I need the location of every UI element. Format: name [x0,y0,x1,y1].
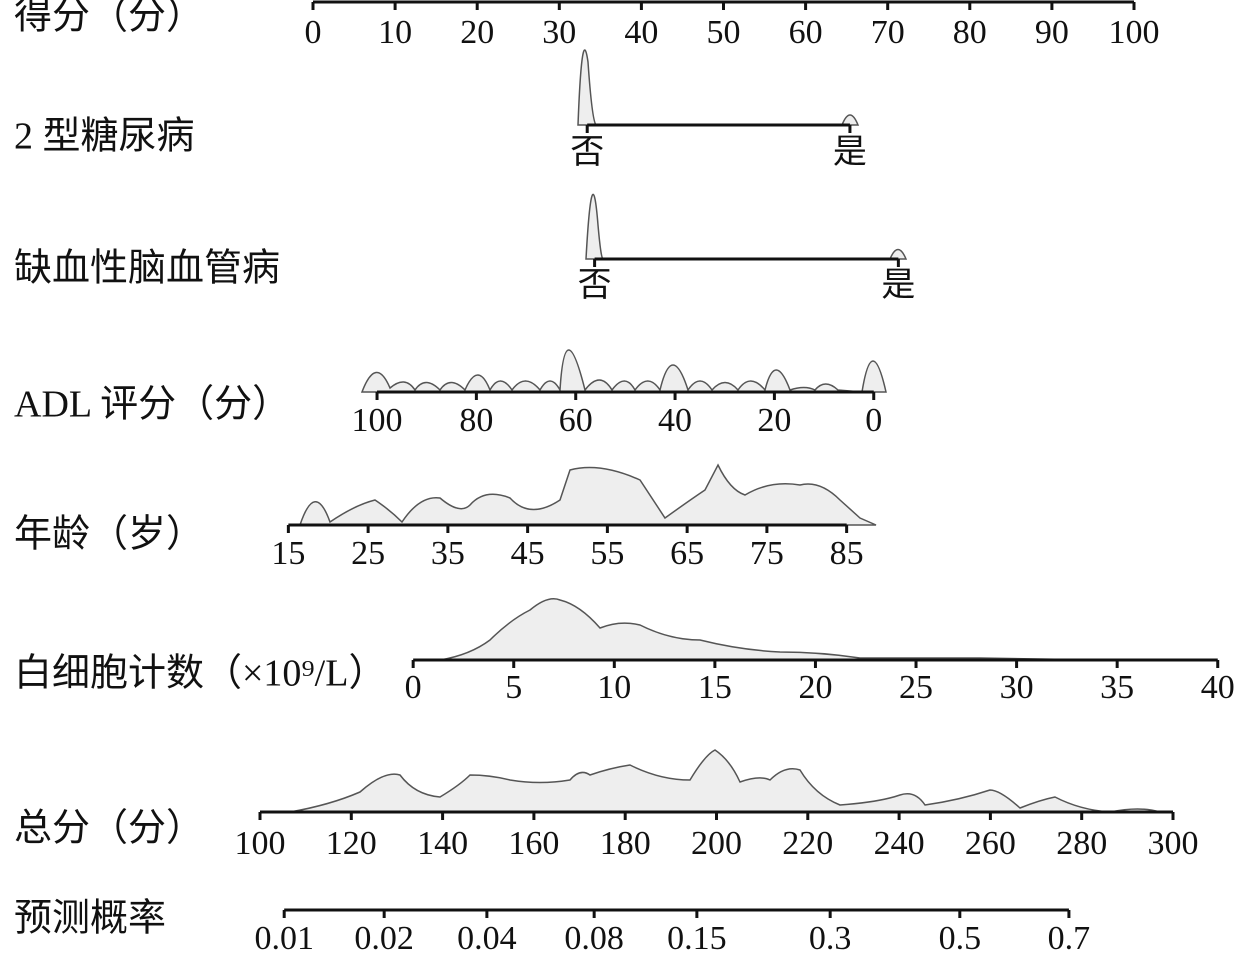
tick-label: 15 [698,669,732,706]
tick-label: 45 [511,535,545,572]
row-label: ADL 评分（分） [14,384,290,426]
row-label: 白细胞计数（×10⁹/L） [14,653,386,695]
density [298,463,877,526]
tick-label: 25 [899,669,933,706]
tick-label: 50 [707,14,741,51]
densities [289,49,1161,813]
tick-label: 0.5 [939,920,982,957]
tick-label: 35 [1100,669,1134,706]
density [577,49,598,126]
row-label: 总分（分） [14,808,204,850]
row-label: 2 型糖尿病 [14,116,195,158]
tick-label: 0 [865,402,882,439]
tick-label: 140 [417,825,468,862]
density [360,349,887,393]
tick-label: 40 [1201,669,1235,706]
tick-label: 100 [352,402,403,439]
tick-label: 240 [874,825,925,862]
tick-label: 100 [235,825,286,862]
tick-label: 0.15 [667,920,727,957]
tick-label: 15 [271,535,305,572]
tick-label: 30 [542,14,576,51]
row-label: 缺血性脑血管病 [14,248,280,290]
tick-label: 90 [1035,14,1069,51]
tick-label: 0.08 [564,920,624,957]
tick-label: 180 [600,825,651,862]
tick-label: 200 [691,825,742,862]
tick-label: 20 [798,669,832,706]
tick-label: 0 [405,669,422,706]
tick-label: 80 [953,14,987,51]
tick-label: 60 [789,14,823,51]
tick-label: 20 [757,402,791,439]
tick-label: 20 [460,14,494,51]
density [585,193,604,260]
tick-label: 55 [590,535,624,572]
tick-label: 25 [351,535,385,572]
density [439,598,1150,661]
tick-label: 35 [431,535,465,572]
tick-label: 0.3 [809,920,852,957]
tick-label: 65 [670,535,704,572]
tick-label: 120 [326,825,377,862]
tick-label: 85 [830,535,864,572]
tick-label: 0.04 [457,920,517,957]
density [888,248,908,260]
tick-label: 否 [570,134,604,171]
tick-label: 40 [658,402,692,439]
tick-label: 是 [881,267,915,304]
tick-label: 300 [1148,825,1199,862]
tick-label: 5 [505,669,522,706]
tick-label: 80 [459,402,493,439]
tick-label: 0.02 [354,920,414,957]
tick-label: 0 [305,14,322,51]
tick-label: 100 [1109,14,1160,51]
tick-label: 否 [578,267,612,304]
row-label: 年龄（岁） [14,514,204,556]
density [289,749,1161,813]
row-label: 预测概率 [14,898,166,940]
tick-label: 220 [782,825,833,862]
tick-label: 160 [508,825,559,862]
density [840,114,860,126]
tick-label: 10 [378,14,412,51]
tick-label: 40 [624,14,658,51]
tick-label: 75 [750,535,784,572]
tick-label: 10 [597,669,631,706]
tick-label: 280 [1056,825,1107,862]
tick-label: 260 [965,825,1016,862]
tick-label: 70 [871,14,905,51]
row-label: 得分（分） [14,0,204,38]
tick-label: 0.01 [254,920,314,957]
tick-label: 是 [833,134,867,171]
tick-label: 0.7 [1048,920,1091,957]
tick-label: 30 [1000,669,1034,706]
tick-label: 60 [559,402,593,439]
